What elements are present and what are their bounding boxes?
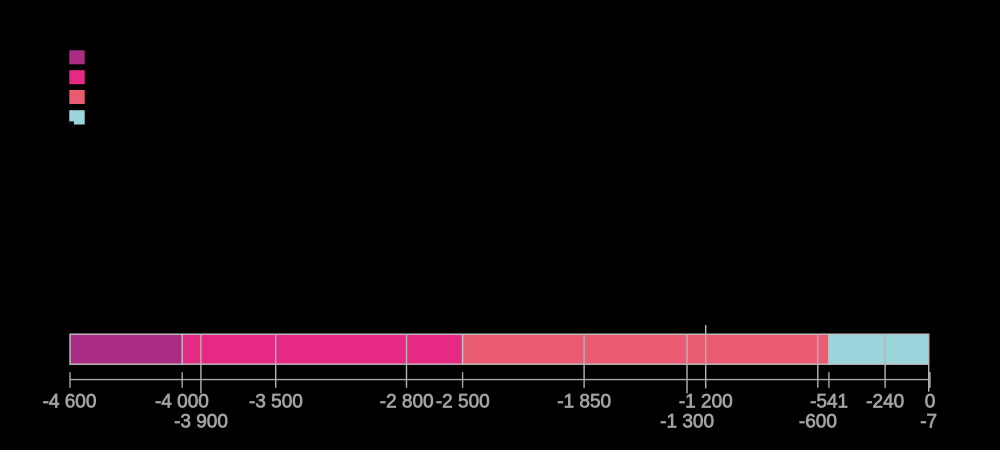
svg-text:-3 900: -3 900 bbox=[174, 412, 228, 433]
svg-text:-4 000: -4 000 bbox=[155, 391, 209, 412]
svg-text:0: 0 bbox=[925, 391, 936, 412]
svg-text:-1 200: -1 200 bbox=[679, 391, 733, 412]
svg-text:-2 800: -2 800 bbox=[380, 391, 434, 412]
svg-text:-3 500: -3 500 bbox=[249, 391, 303, 412]
svg-text:-1 300: -1 300 bbox=[660, 412, 714, 433]
svg-text:-541: -541 bbox=[810, 391, 848, 412]
svg-text:-4 600: -4 600 bbox=[43, 391, 97, 412]
svg-text:-1 850: -1 850 bbox=[557, 391, 611, 412]
svg-text:-240: -240 bbox=[866, 391, 904, 412]
svg-text:-2 500: -2 500 bbox=[436, 391, 490, 412]
svg-text:-600: -600 bbox=[799, 412, 837, 433]
svg-text:-7: -7 bbox=[920, 412, 937, 433]
